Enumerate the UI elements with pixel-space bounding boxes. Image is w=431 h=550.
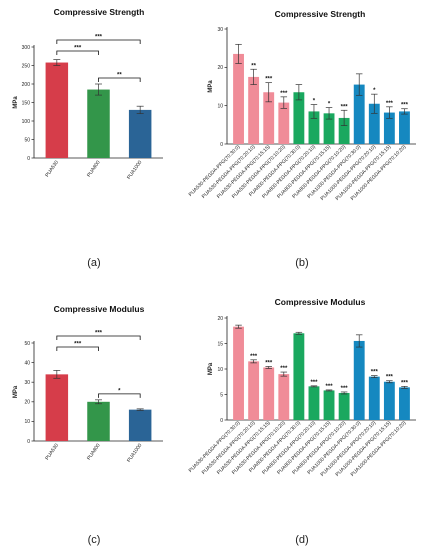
panel-b-significance-label: * <box>313 99 316 105</box>
panel-a-y-tick-label: 50 <box>24 137 30 143</box>
panel-d-bar <box>338 392 350 420</box>
panel-d-y-tick-label: 20 <box>217 316 223 322</box>
panel-d-significance-label: *** <box>250 354 258 360</box>
panel-a-y-tick-label: 250 <box>22 63 31 69</box>
panel-a-compressive-strength: Compressive Strength MPa 0 50 100 150 200 250 30… <box>13 7 163 181</box>
caption-d: (d) <box>295 534 308 546</box>
panel-d-y-tick-label: 0 <box>220 418 223 424</box>
panel-b-significance-label: *** <box>401 103 409 109</box>
panel-b-title: Compressive Strength <box>275 9 366 19</box>
panel-c-y-tick-label: 50 <box>24 341 30 347</box>
panel-b-y-tick-label: 20 <box>217 65 223 71</box>
panel-d-bar <box>293 333 305 420</box>
panel-a-title: Compressive Strength <box>54 7 145 17</box>
panel-b-bar <box>338 117 350 144</box>
panel-d-title: Compressive Modulus <box>275 297 366 307</box>
panel-a-bracket-label: *** <box>74 46 82 52</box>
panel-b-bar <box>368 103 380 144</box>
panel-a-bar <box>87 89 110 158</box>
panel-d-y-tick-label: 15 <box>217 341 223 347</box>
panel-d-bar <box>383 381 395 420</box>
panel-b-bar <box>383 112 395 144</box>
panel-b-y-tick-label: 0 <box>220 142 223 148</box>
panel-c-significance-bracket <box>56 346 99 351</box>
panel-c-title: Compressive Modulus <box>54 304 145 314</box>
panel-b-significance-label: *** <box>341 104 349 110</box>
panel-b-bar <box>323 113 335 144</box>
panel-b-bar <box>263 92 275 144</box>
panel-b-significance-label: * <box>328 102 331 108</box>
panel-d-bar <box>248 361 260 420</box>
panel-a-y-tick-label: 100 <box>22 119 31 125</box>
panel-c-bar <box>87 401 110 441</box>
panel-d-bar <box>263 367 275 420</box>
panel-c-bracket-label: *** <box>74 342 82 348</box>
panel-d-y-tick-label: 5 <box>220 392 223 398</box>
panel-d-significance-label: *** <box>371 370 379 376</box>
panel-a-significance-bracket <box>98 77 141 82</box>
panel-b-bar <box>278 102 290 144</box>
panel-c-significance-bracket <box>56 335 141 340</box>
panel-d-bar <box>368 376 380 420</box>
panel-c-significance-bracket <box>98 393 141 398</box>
panel-c-bar <box>45 374 69 441</box>
panel-a-y-tick-label: 0 <box>27 156 30 162</box>
panel-d-bar <box>323 390 335 420</box>
panel-b-bar <box>293 92 305 144</box>
panel-c-bracket-label: *** <box>95 331 103 337</box>
panel-d-bar <box>353 340 365 420</box>
panel-a-y-axis-label: MPa <box>13 96 19 109</box>
panel-b-significance-label: *** <box>265 77 273 83</box>
panel-d-bar <box>399 387 410 420</box>
panel-d-y-tick-label: 10 <box>217 367 223 373</box>
panel-d-significance-label: *** <box>280 366 288 372</box>
panel-b-significance-label: *** <box>280 91 288 97</box>
panel-a-y-tick-label: 300 <box>22 45 31 51</box>
panel-d-bar <box>278 374 290 420</box>
panel-b-bar <box>233 53 244 144</box>
panel-a-significance-bracket <box>56 39 141 44</box>
panel-b-significance-label: ** <box>251 63 256 69</box>
panel-c-y-tick-label: 10 <box>24 419 30 425</box>
panel-d-bar <box>308 386 320 420</box>
panel-a-y-tick-label: 200 <box>22 82 31 88</box>
panel-a-bracket-label: ** <box>117 73 122 79</box>
panel-b-bar <box>308 111 320 144</box>
panel-b-significance-label: * <box>373 88 376 94</box>
panel-a-y-tick-label: 150 <box>22 100 31 106</box>
caption-c: (c) <box>88 534 101 546</box>
panel-d-significance-label: *** <box>310 380 318 386</box>
panel-d-significance-label: *** <box>386 375 394 381</box>
panel-a-bracket-label: *** <box>95 35 103 41</box>
panel-c-y-tick-label: 40 <box>24 360 30 366</box>
caption-b: (b) <box>295 257 308 269</box>
panel-d-significance-label: *** <box>265 360 273 366</box>
panel-b-significance-label: *** <box>386 101 394 107</box>
panel-b-bar <box>248 76 260 144</box>
panel-b-bar <box>353 84 365 144</box>
panel-c-bar <box>128 409 152 441</box>
panel-c-bracket-label: * <box>118 388 121 394</box>
panel-d-significance-label: *** <box>341 386 349 392</box>
panel-c-y-tick-label: 20 <box>24 400 30 406</box>
panel-d-bar <box>233 326 244 420</box>
panel-c-y-axis-label: MPa <box>13 385 19 398</box>
panel-a-bar <box>128 109 152 158</box>
panel-a-bar <box>45 62 69 158</box>
panel-d-y-axis-label: MPa <box>208 362 214 375</box>
panel-b-y-tick-label: 30 <box>217 27 223 33</box>
caption-a: (a) <box>87 257 100 269</box>
panel-b-y-tick-label: 10 <box>217 103 223 109</box>
panel-c-y-tick-label: 30 <box>24 380 30 386</box>
panel-b-bar <box>399 111 410 144</box>
panel-c-y-tick-label: 0 <box>27 439 30 445</box>
panel-b-y-axis-label: MPa <box>208 80 214 93</box>
panel-a-significance-bracket <box>56 50 99 55</box>
panel-d-significance-label: *** <box>326 384 334 390</box>
panel-d-significance-label: *** <box>401 380 409 386</box>
